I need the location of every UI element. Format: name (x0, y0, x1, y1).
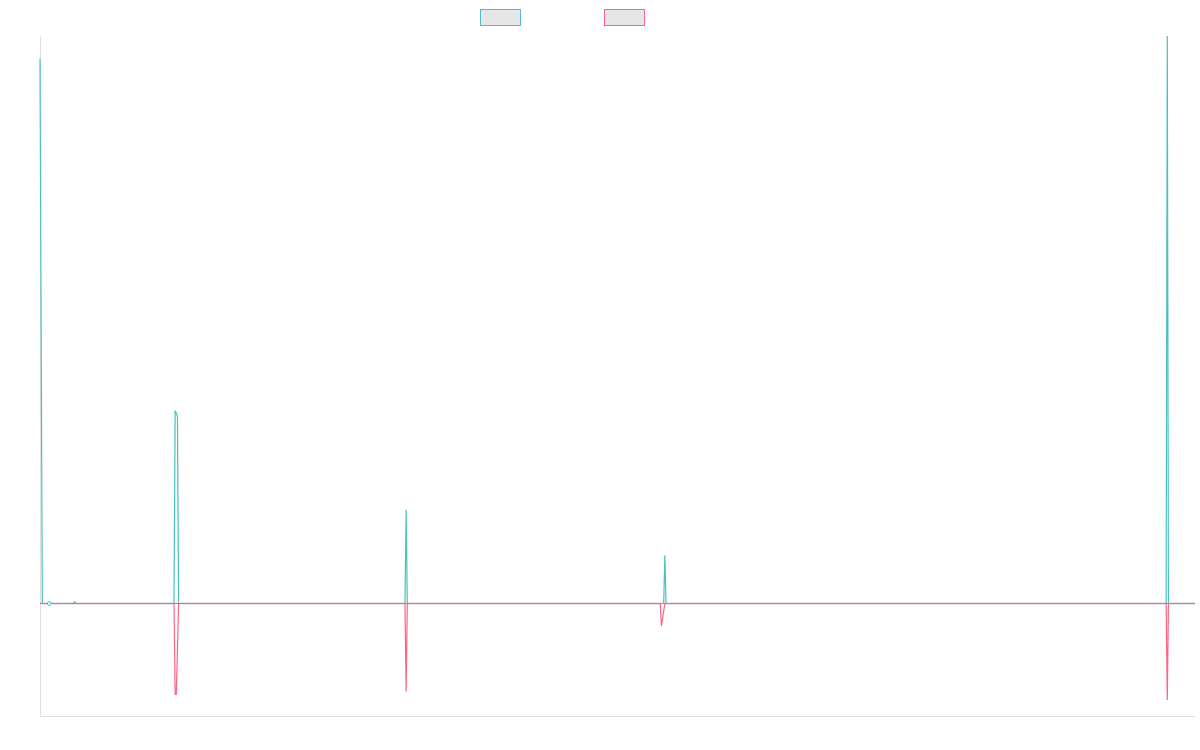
series-1-point-marker (73, 601, 76, 604)
plot-area (39, 35, 1195, 700)
series-line-2 (40, 602, 1195, 700)
legend (480, 9, 645, 26)
axes (40, 36, 1195, 717)
legend-swatch-series-1 (480, 9, 521, 26)
legend-swatch-series-2 (604, 9, 645, 26)
series-1-point-marker (46, 601, 52, 606)
series-line-1 (39, 35, 1195, 605)
